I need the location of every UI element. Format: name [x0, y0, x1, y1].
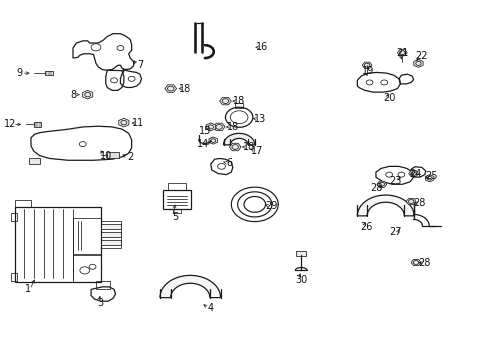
Polygon shape — [409, 170, 418, 177]
Polygon shape — [377, 181, 387, 188]
Polygon shape — [425, 175, 434, 182]
Text: 18: 18 — [233, 96, 245, 106]
Bar — [15, 201, 31, 207]
Polygon shape — [119, 118, 129, 127]
Polygon shape — [362, 62, 372, 68]
Text: 28: 28 — [370, 183, 382, 193]
Polygon shape — [229, 143, 241, 151]
Bar — [11, 273, 17, 281]
Bar — [34, 122, 41, 127]
Text: 4: 4 — [208, 303, 214, 313]
Bar — [101, 240, 122, 245]
Bar — [11, 213, 17, 221]
Text: 3: 3 — [98, 298, 104, 308]
Text: 11: 11 — [132, 118, 145, 128]
Text: 28: 28 — [418, 258, 431, 268]
Text: 2: 2 — [127, 152, 133, 162]
Bar — [73, 218, 101, 253]
Text: 16: 16 — [256, 42, 268, 52]
Text: 22: 22 — [416, 51, 428, 61]
Text: 14: 14 — [197, 139, 210, 149]
Text: 23: 23 — [389, 176, 402, 186]
Text: 6: 6 — [226, 158, 232, 168]
Bar — [96, 282, 110, 289]
Text: 18: 18 — [243, 142, 255, 152]
Polygon shape — [206, 123, 216, 131]
Text: 20: 20 — [383, 93, 395, 103]
Bar — [101, 221, 122, 248]
Polygon shape — [411, 259, 421, 266]
Polygon shape — [209, 137, 218, 144]
Bar — [101, 232, 122, 237]
Text: 19: 19 — [362, 66, 374, 76]
Polygon shape — [397, 50, 407, 56]
Text: 24: 24 — [409, 168, 421, 179]
Bar — [15, 207, 101, 282]
Text: 15: 15 — [199, 126, 211, 135]
Polygon shape — [406, 198, 416, 204]
Polygon shape — [83, 90, 93, 99]
Bar — [73, 255, 101, 282]
Polygon shape — [223, 134, 255, 145]
Bar — [168, 183, 186, 190]
Text: 5: 5 — [172, 212, 179, 221]
Bar — [235, 103, 243, 108]
Bar — [172, 209, 181, 213]
Polygon shape — [165, 85, 176, 92]
Text: 25: 25 — [425, 171, 438, 181]
Text: 12: 12 — [4, 120, 17, 129]
Text: 17: 17 — [251, 145, 264, 156]
Polygon shape — [220, 97, 231, 105]
Text: 10: 10 — [99, 150, 112, 161]
Text: 30: 30 — [295, 275, 307, 285]
Bar — [45, 71, 53, 75]
Bar — [107, 152, 120, 158]
Polygon shape — [160, 275, 220, 298]
Text: 27: 27 — [389, 227, 402, 237]
Text: 7: 7 — [137, 60, 143, 70]
Text: 28: 28 — [414, 198, 426, 208]
Text: 13: 13 — [253, 114, 266, 124]
Text: 1: 1 — [24, 284, 31, 294]
Bar — [163, 190, 191, 210]
Polygon shape — [357, 195, 414, 216]
Text: 26: 26 — [360, 222, 372, 232]
Text: 18: 18 — [179, 84, 192, 94]
Text: 18: 18 — [227, 122, 239, 132]
Polygon shape — [213, 123, 225, 131]
Text: 21: 21 — [396, 48, 409, 58]
Text: 9: 9 — [16, 68, 23, 78]
Bar — [29, 158, 40, 164]
Polygon shape — [414, 59, 423, 67]
Text: 8: 8 — [70, 90, 76, 100]
Bar — [296, 251, 306, 256]
Text: 29: 29 — [266, 201, 278, 211]
Bar — [101, 224, 122, 229]
